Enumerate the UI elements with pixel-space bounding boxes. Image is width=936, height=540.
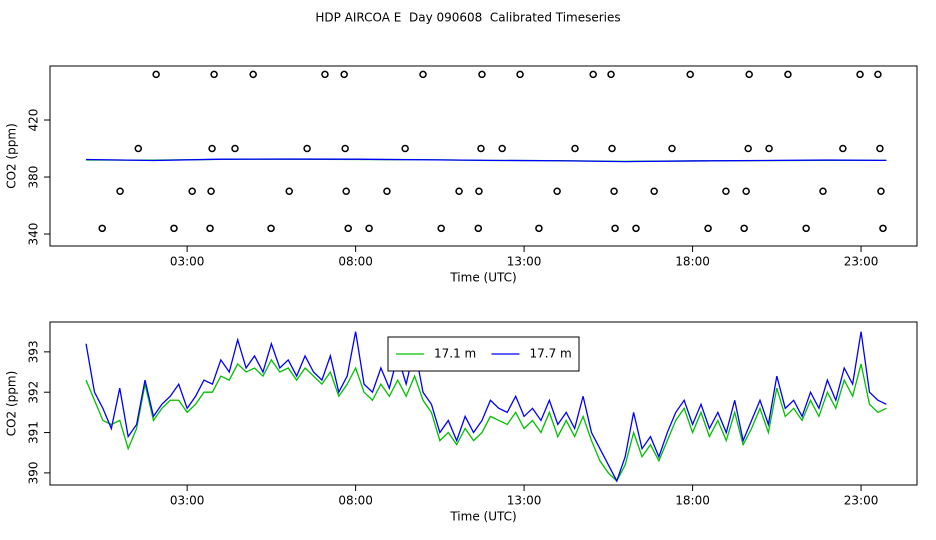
y-tick-label: 391 (27, 421, 41, 444)
x-tick-label: 23:00 (844, 494, 879, 508)
y-tick-label: 390 (27, 461, 41, 484)
point (879, 224, 887, 233)
point (267, 224, 275, 233)
y-tick-label: 420 (27, 109, 41, 132)
point (231, 144, 239, 153)
point (668, 144, 676, 153)
x-tick-label: 13:00 (507, 255, 542, 269)
point (474, 224, 483, 233)
plot-frame (49, 65, 918, 247)
point (342, 187, 350, 196)
y-axis-label: CO2 (ppm) (5, 123, 19, 189)
point (206, 224, 214, 233)
point (249, 70, 257, 79)
point (188, 187, 196, 196)
x-tick-label: 08:00 (338, 255, 373, 269)
point (437, 224, 445, 233)
legend-label: 17.7 m (530, 347, 572, 361)
x-tick-label: 08:00 (338, 494, 373, 508)
x-axis-label: Time (UTC) (449, 510, 516, 524)
point (419, 70, 427, 79)
point (553, 187, 561, 196)
y-tick-label: 393 (27, 340, 41, 363)
point (455, 187, 463, 196)
point (477, 144, 485, 153)
point (498, 144, 506, 153)
point (802, 224, 810, 233)
point (516, 70, 524, 79)
x-tick-label: 18:00 (675, 255, 710, 269)
point (704, 224, 712, 233)
point (116, 187, 124, 196)
point (856, 70, 864, 79)
point (401, 144, 409, 153)
point (839, 144, 847, 153)
point (341, 144, 349, 153)
point (170, 224, 178, 233)
point (877, 187, 885, 196)
point (876, 144, 884, 153)
point (134, 144, 143, 153)
point (607, 70, 615, 79)
x-tick-label: 23:00 (844, 255, 879, 269)
point (478, 70, 486, 79)
point (650, 187, 658, 196)
point (340, 70, 348, 79)
point (344, 224, 352, 233)
series-line (86, 158, 887, 163)
point (210, 70, 218, 79)
x-tick-label: 03:00 (170, 255, 205, 269)
point (475, 187, 483, 196)
point (742, 187, 750, 196)
point (383, 187, 391, 196)
x-tick-label: 13:00 (507, 494, 542, 508)
point (765, 144, 773, 153)
plot-frame (49, 321, 918, 486)
point (874, 70, 882, 79)
series-line (85, 358, 887, 483)
point (608, 144, 616, 153)
x-axis-label: Time (UTC) (449, 271, 516, 285)
point (745, 70, 753, 79)
point (365, 224, 373, 233)
y-tick-label: 380 (27, 166, 41, 189)
point (285, 187, 293, 196)
y-tick-label: 340 (27, 223, 41, 246)
point (207, 187, 215, 196)
point (610, 187, 618, 196)
point (571, 144, 579, 153)
x-tick-label: 03:00 (170, 494, 205, 508)
figure-title: HDP AIRCOA E Day 090608 Calibrated Times… (315, 11, 620, 25)
point (321, 70, 329, 79)
point (98, 224, 106, 233)
point (152, 70, 160, 79)
x-tick-label: 18:00 (675, 494, 710, 508)
point (535, 224, 543, 233)
point (208, 144, 216, 153)
point (686, 70, 694, 79)
point (784, 70, 792, 79)
point (722, 187, 730, 196)
point (744, 144, 752, 153)
point (819, 187, 827, 196)
point (589, 70, 597, 79)
y-tick-label: 392 (27, 381, 41, 404)
point (632, 224, 640, 233)
point (740, 224, 748, 233)
point (611, 224, 619, 233)
y-axis-label: CO2 (ppm) (5, 371, 19, 437)
point (303, 144, 311, 153)
legend-label: 17.1 m (434, 347, 476, 361)
series-line (85, 331, 887, 483)
